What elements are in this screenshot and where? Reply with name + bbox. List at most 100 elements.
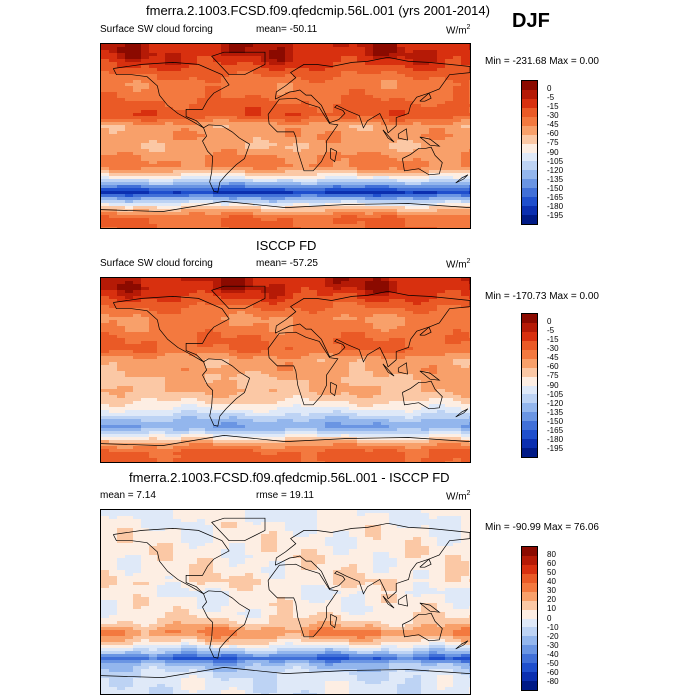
field-cell bbox=[437, 302, 446, 306]
field-cell bbox=[445, 311, 454, 315]
field-cell bbox=[333, 149, 342, 153]
field-cell bbox=[445, 134, 454, 138]
field-cell bbox=[125, 347, 134, 351]
field-cell bbox=[261, 137, 270, 141]
field-cell bbox=[285, 176, 294, 180]
field-cell bbox=[221, 62, 230, 66]
field-cell bbox=[221, 380, 230, 384]
field-cell bbox=[245, 146, 254, 150]
field-cell bbox=[181, 86, 190, 90]
field-cell bbox=[413, 293, 422, 297]
field-cell bbox=[389, 350, 398, 354]
field-cell bbox=[245, 281, 254, 285]
field-cell bbox=[101, 71, 110, 75]
field-cell bbox=[133, 167, 142, 171]
field-cell bbox=[125, 311, 134, 315]
field-cell bbox=[221, 404, 230, 408]
field-cell bbox=[397, 77, 406, 81]
field-cell bbox=[229, 89, 238, 93]
field-cell bbox=[245, 80, 254, 84]
field-cell bbox=[285, 320, 294, 324]
field-cell bbox=[117, 284, 126, 288]
field-cell bbox=[141, 398, 150, 402]
field-cell bbox=[253, 305, 262, 309]
field-cell bbox=[437, 341, 446, 345]
field-cell bbox=[381, 308, 390, 312]
field-cell bbox=[277, 92, 286, 96]
field-cell bbox=[221, 356, 230, 360]
field-cell bbox=[157, 209, 166, 213]
field-cell bbox=[437, 128, 446, 132]
field-cell bbox=[197, 89, 206, 93]
field-cell bbox=[205, 401, 214, 405]
field-cell bbox=[157, 125, 166, 129]
field-cell bbox=[381, 161, 390, 165]
field-cell bbox=[293, 371, 302, 375]
field-cell bbox=[221, 323, 230, 327]
field-cell bbox=[261, 278, 270, 282]
field-cell bbox=[109, 197, 118, 201]
field-cell bbox=[245, 119, 254, 123]
field-cell bbox=[165, 392, 174, 396]
field-cell bbox=[181, 65, 190, 69]
field-cell bbox=[469, 164, 470, 168]
field-cell bbox=[229, 50, 238, 54]
field-cell bbox=[445, 86, 454, 90]
field-cell bbox=[309, 371, 318, 375]
field-cell bbox=[413, 302, 422, 306]
field-cell bbox=[181, 74, 190, 78]
field-cell bbox=[389, 98, 398, 102]
field-cell bbox=[373, 323, 382, 327]
field-cell bbox=[221, 329, 230, 333]
field-cell bbox=[453, 362, 462, 366]
field-cell bbox=[165, 404, 174, 408]
field-cell bbox=[109, 185, 118, 189]
field-cell bbox=[245, 323, 254, 327]
field-cell bbox=[389, 398, 398, 402]
field-cell bbox=[349, 287, 358, 291]
field-cell bbox=[373, 176, 382, 180]
field-cell bbox=[365, 383, 374, 387]
field-cell bbox=[373, 209, 382, 213]
field-cell bbox=[189, 65, 198, 69]
field-cell bbox=[437, 158, 446, 162]
field-cell bbox=[181, 44, 190, 48]
field-cell bbox=[285, 194, 294, 198]
field-cell bbox=[277, 95, 286, 99]
field-cell bbox=[365, 371, 374, 375]
field-cell bbox=[397, 386, 406, 390]
field-cell bbox=[197, 176, 206, 180]
field-cell bbox=[389, 122, 398, 126]
field-cell bbox=[197, 398, 206, 402]
field-cell bbox=[229, 371, 238, 375]
field-cell bbox=[317, 323, 326, 327]
field-cell bbox=[453, 146, 462, 150]
field-cell bbox=[165, 359, 174, 363]
field-cell bbox=[109, 320, 118, 324]
field-cell bbox=[325, 47, 334, 51]
field-cell bbox=[309, 89, 318, 93]
field-cell bbox=[301, 395, 310, 399]
field-cell bbox=[165, 224, 174, 228]
field-cell bbox=[117, 317, 126, 321]
field-cell bbox=[189, 281, 198, 285]
field-cell bbox=[413, 278, 422, 282]
field-cell bbox=[205, 374, 214, 378]
field-cell bbox=[269, 314, 278, 318]
field-cell bbox=[229, 80, 238, 84]
field-cell bbox=[381, 155, 390, 159]
field-cell bbox=[421, 134, 430, 138]
field-cell bbox=[461, 194, 470, 198]
field-cell bbox=[157, 131, 166, 135]
field-cell bbox=[373, 167, 382, 171]
field-cell bbox=[229, 359, 238, 363]
field-cell bbox=[413, 221, 422, 225]
field-cell bbox=[437, 200, 446, 204]
field-cell bbox=[317, 389, 326, 393]
field-cell bbox=[189, 92, 198, 96]
field-cell bbox=[437, 335, 446, 339]
field-cell bbox=[333, 368, 342, 372]
field-cell bbox=[229, 362, 238, 366]
field-cell bbox=[173, 200, 182, 204]
field-cell bbox=[445, 353, 454, 357]
